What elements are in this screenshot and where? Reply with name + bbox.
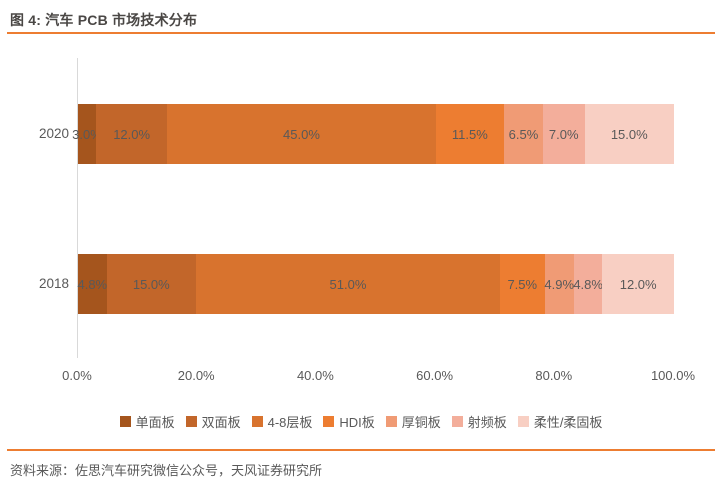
data-label: 4.8% xyxy=(573,276,603,292)
legend-swatch xyxy=(251,416,263,427)
segment-2020-单面板: 3.0% xyxy=(72,104,102,164)
legend-label: 柔性/柔固板 xyxy=(533,415,603,430)
legend-label: 厚铜板 xyxy=(401,415,441,430)
legend-item-厚铜板: 厚铜板 xyxy=(385,412,441,431)
source-note: 资料来源：佐思汽车研究微信公众号，天风证券研究所 xyxy=(10,463,323,478)
title-divider xyxy=(7,32,715,34)
segment-2018-4-8层板: 51.0% xyxy=(195,254,500,314)
y-category-label-2018: 2018 xyxy=(38,275,69,291)
data-label: 15.0% xyxy=(132,276,170,292)
legend: 单面板 双面板 4-8层板 HDI板 厚铜板 射频板 柔性/柔固板 xyxy=(0,412,722,431)
data-label: 11.5% xyxy=(451,126,488,142)
legend-label: 双面板 xyxy=(201,415,241,430)
data-label: 6.5% xyxy=(508,126,539,142)
y-category-label-2020: 2020 xyxy=(38,126,69,141)
legend-label: 单面板 xyxy=(135,415,175,430)
data-label: 7.0% xyxy=(548,126,579,142)
segment-2020-射频板: 7.0% xyxy=(542,104,585,164)
legend-label: 射频板 xyxy=(467,415,507,430)
legend-swatch xyxy=(119,416,131,427)
data-label: 12.0% xyxy=(619,276,657,292)
data-label: 51.0% xyxy=(329,276,367,292)
legend-swatch xyxy=(517,416,529,427)
segment-2020-厚铜板: 6.5% xyxy=(504,104,543,164)
segment-2018-柔性/柔固板: 12.0% xyxy=(602,254,674,314)
legend-item-HDI板: HDI板 xyxy=(323,412,375,431)
data-label: 3.0% xyxy=(72,126,102,142)
segment-2020-柔性/柔固板: 15.0% xyxy=(584,104,674,164)
bar-2018: 4.8% 15.0% 51.0% 7.5% 4.9% 4.8% 12.0% xyxy=(77,254,674,314)
segment-2018-射频板: 4.8% xyxy=(573,254,603,314)
legend-swatch xyxy=(385,416,397,427)
legend-item-双面板: 双面板 xyxy=(185,412,241,431)
segment-2018-双面板: 15.0% xyxy=(106,254,196,314)
legend-item-柔性/柔固板: 柔性/柔固板 xyxy=(517,412,603,431)
segment-2020-4-8层板: 45.0% xyxy=(167,104,436,164)
legend-item-射频板: 射频板 xyxy=(451,412,507,431)
legend-swatch xyxy=(323,416,335,427)
legend-label: HDI板 xyxy=(339,415,375,430)
x-axis: 0.0% 20.0% 40.0% 60.0% 80.0% 100.0% xyxy=(0,368,722,384)
segment-2018-厚铜板: 4.9% xyxy=(544,254,575,314)
legend-item-单面板: 单面板 xyxy=(119,412,175,431)
x-tick-label: 40.0% xyxy=(296,368,334,383)
data-label: 12.0% xyxy=(113,126,151,142)
data-label: 7.5% xyxy=(507,276,538,292)
figure-title: 图 4: 汽车 PCB 市场技术分布 xyxy=(10,12,198,28)
legend-item-4-8层板: 4-8层板 xyxy=(251,412,313,431)
legend-label: 4-8层板 xyxy=(267,415,313,430)
data-label: 4.9% xyxy=(544,276,575,292)
x-tick-label: 20.0% xyxy=(177,368,215,383)
segment-2020-HDI板: 11.5% xyxy=(435,104,505,164)
x-tick-label: 60.0% xyxy=(416,368,454,383)
data-label: 45.0% xyxy=(283,126,320,142)
legend-swatch xyxy=(185,416,197,427)
footer-divider xyxy=(7,449,715,451)
data-label: 15.0% xyxy=(610,126,648,142)
data-label: 4.8% xyxy=(77,276,108,292)
x-tick-label: 0.0% xyxy=(62,368,92,383)
legend-swatch xyxy=(451,416,463,427)
bar-2020: 3.0% 12.0% 45.0% 11.5% 6.5% 7.0% 15.0% xyxy=(72,104,674,164)
segment-2018-单面板: 4.8% xyxy=(77,254,108,314)
x-tick-label: 80.0% xyxy=(535,368,573,383)
segment-2020-双面板: 12.0% xyxy=(95,104,168,164)
segment-2018-HDI板: 7.5% xyxy=(499,254,545,314)
x-tick-label: 100.0% xyxy=(650,368,696,383)
plot-area: 3.0% 12.0% 45.0% 11.5% 6.5% 7.0% 15.0% 4.8% 15.0… xyxy=(72,58,674,358)
